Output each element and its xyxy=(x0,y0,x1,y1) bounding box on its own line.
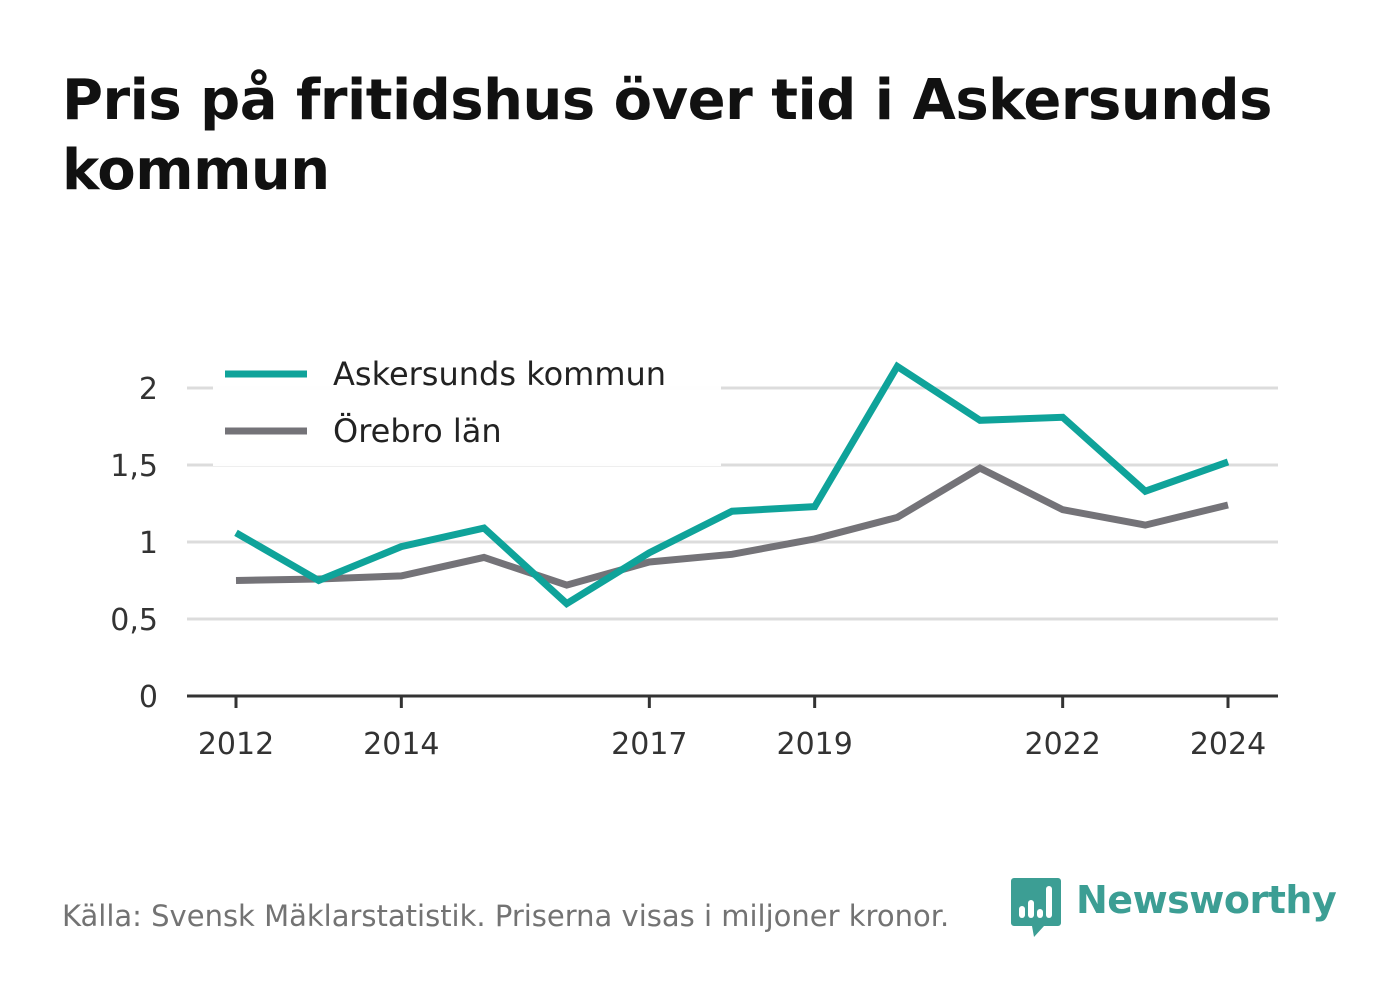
newsworthy-logo[interactable]: Newsworthy xyxy=(1010,876,1337,940)
legend-label: Örebro län xyxy=(333,412,502,450)
source-note: Källa: Svensk Mäklarstatistik. Priserna … xyxy=(62,899,950,933)
y-tick-label: 1 xyxy=(139,526,158,561)
y-tick-label: 0 xyxy=(139,680,158,715)
x-tick-label: 2012 xyxy=(198,727,274,762)
x-tick-label: 2019 xyxy=(776,727,852,762)
series-line xyxy=(234,361,1230,608)
legend-label: Askersunds kommun xyxy=(333,355,666,393)
legend-background xyxy=(213,344,721,466)
y-tick-label: 2 xyxy=(139,372,158,407)
bar-chart-speech-bubble-icon xyxy=(1011,878,1061,937)
x-tick-label: 2014 xyxy=(363,727,439,762)
brand-name: Newsworthy xyxy=(1076,878,1337,922)
y-tick-label: 1,5 xyxy=(110,449,158,484)
x-tick-label: 2022 xyxy=(1024,727,1100,762)
chart-title: Pris på fritidshus över tid i Askersunds… xyxy=(62,68,1272,203)
x-tick-label: 2024 xyxy=(1190,727,1266,762)
series-line xyxy=(235,464,1229,589)
y-tick-label: 0,5 xyxy=(110,603,158,638)
x-tick-label: 2017 xyxy=(611,727,687,762)
